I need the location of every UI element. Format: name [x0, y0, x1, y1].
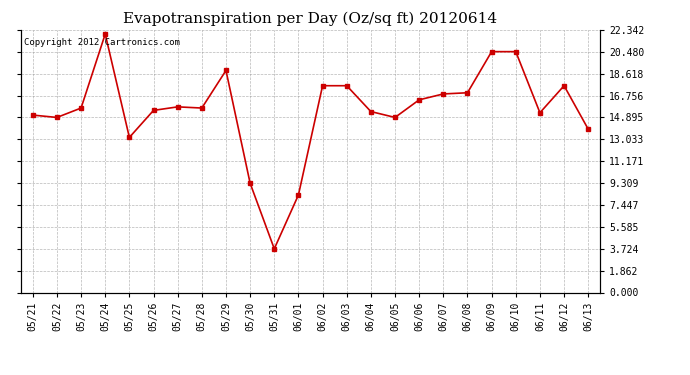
Text: Copyright 2012 Cartronics.com: Copyright 2012 Cartronics.com — [23, 38, 179, 47]
Title: Evapotranspiration per Day (Oz/sq ft) 20120614: Evapotranspiration per Day (Oz/sq ft) 20… — [124, 12, 497, 26]
